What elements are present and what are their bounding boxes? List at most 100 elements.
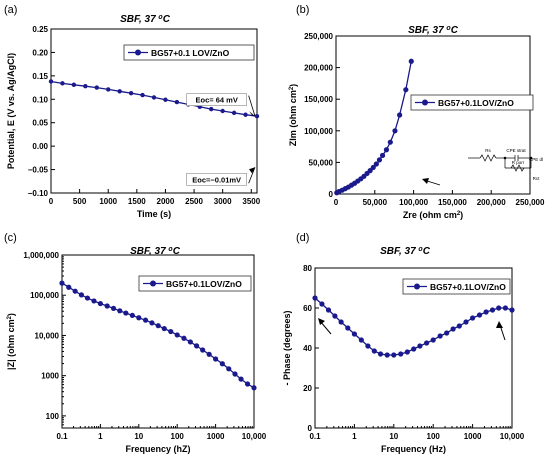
data-point xyxy=(417,343,423,349)
chart-title: SBF, 37 oC xyxy=(130,246,181,258)
data-point xyxy=(383,147,390,153)
data-point xyxy=(411,346,417,352)
data-point xyxy=(163,97,168,102)
y-tick-label: 0 xyxy=(329,190,334,199)
data-point xyxy=(373,161,379,167)
data-point xyxy=(244,381,251,387)
y-tick-label: 0.00 xyxy=(32,142,48,151)
x-tick-label: 0 xyxy=(49,197,54,206)
y-tick-label: 40 xyxy=(303,344,312,353)
x-axis-label: Frequency (Hz) xyxy=(381,444,446,454)
circuit-label-rs: Rs xyxy=(485,148,491,153)
data-point xyxy=(71,82,77,87)
data-point xyxy=(168,328,174,335)
y-tick-label: 250,000 xyxy=(304,32,333,41)
data-point xyxy=(181,335,187,341)
data-point xyxy=(129,312,135,319)
legend-box xyxy=(138,275,252,292)
data-point xyxy=(332,313,338,319)
arrow-head xyxy=(318,318,325,325)
panel-label: (d) xyxy=(296,232,309,244)
chart-title: SBF, 37 oC xyxy=(380,246,431,258)
y-tick-label: 10,000 xyxy=(35,331,60,340)
data-point xyxy=(91,298,97,304)
x-tick-label: 500 xyxy=(73,197,87,206)
data-point xyxy=(397,112,403,118)
y-tick-label: 100 xyxy=(46,412,60,421)
data-point xyxy=(66,284,72,290)
x-tick-label: 50,000 xyxy=(363,198,388,207)
data-point xyxy=(104,303,110,309)
data-point xyxy=(117,89,122,94)
data-point xyxy=(251,385,257,391)
x-axis-label: Frequency (hZ) xyxy=(125,444,190,454)
x-tick-label: 0 xyxy=(334,198,339,207)
data-point xyxy=(200,347,206,353)
data-point xyxy=(377,351,384,357)
x-tick-label: 10 xyxy=(134,432,143,441)
annotation-arrow xyxy=(248,95,256,117)
y-tick-label: 0.05 xyxy=(32,119,48,128)
y-tick-label: 0.20 xyxy=(32,48,48,57)
y-tick-label: 200,000 xyxy=(304,64,333,73)
panel-a: (a) SBF, 37 oC 0 500 1000 1500 2000 2500 3000 350… xyxy=(4,4,261,219)
annotation-label: Eoc=−0.01mV xyxy=(192,175,241,184)
data-point xyxy=(370,164,376,171)
y-axis-label: - Phase (degrees) xyxy=(282,310,292,385)
data-point xyxy=(243,112,248,117)
data-point xyxy=(392,128,398,134)
equivalent-circuit-inset: Rs CPE strat R porr CPE dl Rct xyxy=(468,148,543,181)
data-point xyxy=(209,106,214,112)
data-point xyxy=(476,312,483,318)
legend-marker xyxy=(135,49,141,56)
data-point xyxy=(174,332,180,338)
annotation-arrow xyxy=(248,167,256,184)
panel-c: (c) SBF, 37 oC 0.1 1 10 100 1000 10,000 100 1000 1… xyxy=(4,232,267,454)
y-tick-label: −0.10 xyxy=(28,189,49,198)
y-tick-label: 150,000 xyxy=(304,95,333,104)
legend-label: BG57+0.1LOV/ZnO xyxy=(430,282,506,292)
data-point xyxy=(140,92,145,98)
data-point xyxy=(149,320,155,326)
y-axis-label: ZIm (ohm cm2) xyxy=(288,84,298,146)
data-point xyxy=(110,305,117,312)
arrow-head xyxy=(249,167,255,174)
legend-box xyxy=(402,278,511,295)
chart-title: SBF, 37 oC xyxy=(408,25,459,37)
data-point xyxy=(174,99,180,105)
data-point xyxy=(220,108,225,114)
data-point xyxy=(231,110,237,116)
data-point xyxy=(123,310,129,316)
data-point xyxy=(358,337,364,343)
data-point xyxy=(97,300,103,307)
legend-box xyxy=(410,94,534,111)
x-tick-label: 200,000 xyxy=(477,198,506,207)
data-point xyxy=(437,333,443,339)
data-point xyxy=(213,356,219,362)
panel-d: (d) SBF, 37 oC 0.1 1 10 100 1000 10,000 0 20 40 60 8… xyxy=(282,232,525,454)
x-tick-label: 3500 xyxy=(242,197,260,206)
data-point xyxy=(379,152,386,159)
x-tick-label: 10,000 xyxy=(242,432,267,441)
annotation-label: Eoc= 64 mV xyxy=(196,96,238,105)
data-point xyxy=(365,343,371,349)
data-point xyxy=(338,319,344,325)
arrow-head xyxy=(249,111,255,117)
data-point xyxy=(83,83,88,89)
data-point xyxy=(142,317,149,323)
x-tick-label: 0.1 xyxy=(309,432,321,441)
data-point xyxy=(387,139,393,145)
x-tick-label: 3000 xyxy=(214,197,232,206)
legend-marker xyxy=(422,99,428,106)
data-point xyxy=(404,349,410,355)
y-tick-label: 0 xyxy=(308,424,313,433)
y-tick-label: 1,000,000 xyxy=(23,251,59,260)
data-point xyxy=(376,157,383,163)
data-point xyxy=(106,87,111,92)
data-point xyxy=(219,361,225,367)
data-point xyxy=(403,87,409,93)
legend-label: BG57+0.1 LOV/ZnO xyxy=(151,48,230,58)
data-point xyxy=(489,307,496,313)
